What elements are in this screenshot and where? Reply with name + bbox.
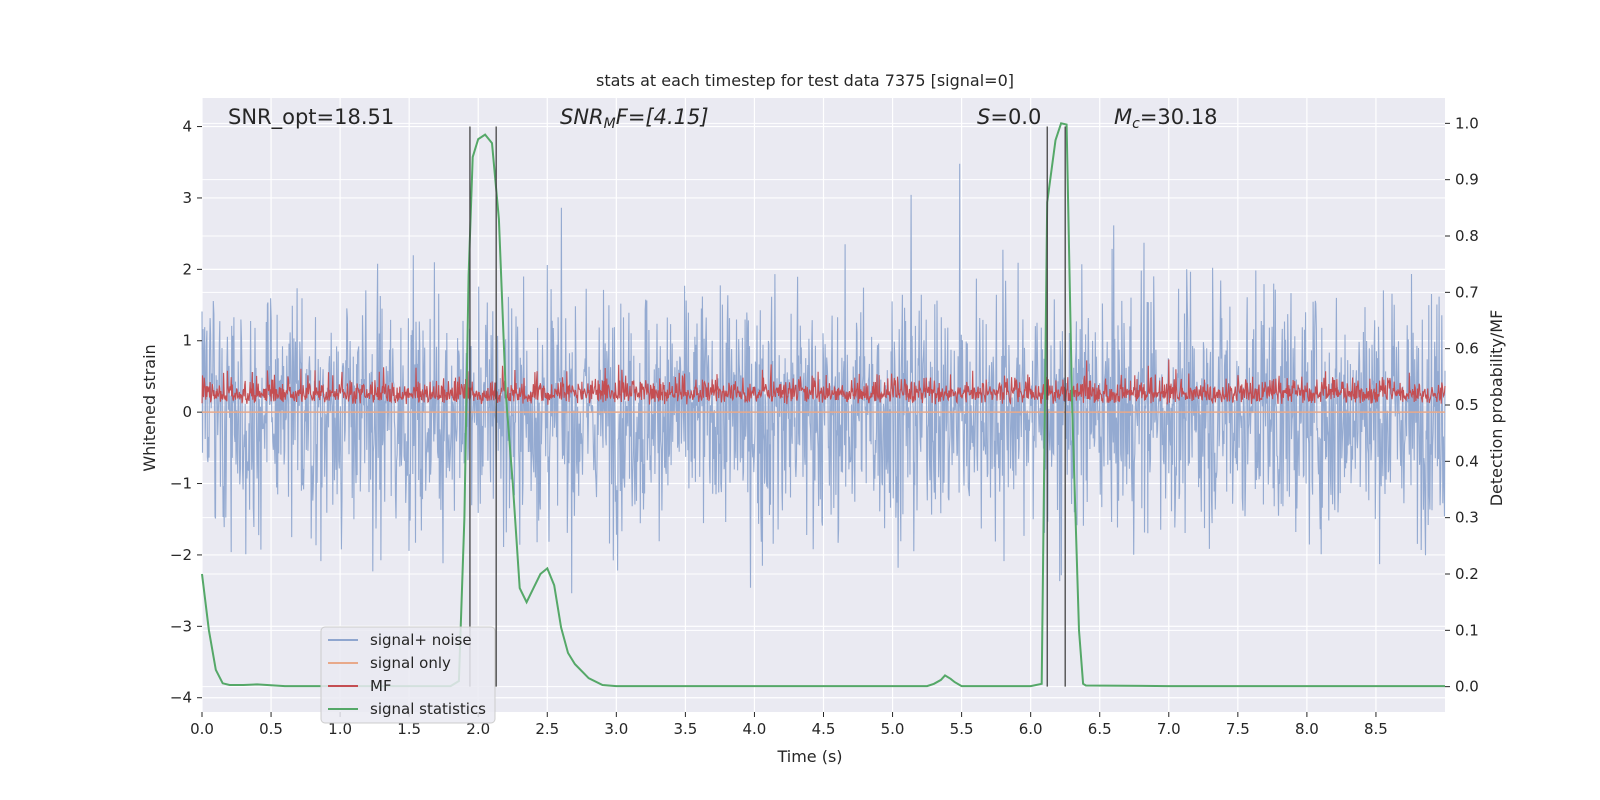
annotation-snr-opt: SNR_opt=18.51 (228, 105, 394, 130)
x-axis-label: Time (s) (776, 747, 842, 766)
y-tick-label-right: 1.0 (1455, 114, 1479, 132)
x-tick-label: 4.5 (812, 720, 836, 738)
y-tick-label-left: 3 (182, 189, 192, 207)
legend-label-signal-noise: signal+ noise (370, 631, 472, 649)
series-signal-noise (201, 163, 1446, 594)
y-tick-label-right: 0.6 (1455, 340, 1479, 358)
annotation-snr-mf: SNRMF=[4.15] (560, 105, 709, 132)
y-tick-label-right: 0.4 (1455, 452, 1479, 470)
y-tick-label-left: −1 (170, 475, 192, 493)
y-tick-label-left: 2 (182, 260, 192, 278)
y-tick-label-left: −4 (170, 689, 192, 707)
legend: signal+ noise signal only MF signal stat… (320, 626, 496, 724)
x-tick-label: 6.0 (1019, 720, 1043, 738)
annotation-s: S=0.0 (977, 105, 1041, 129)
x-tick-label: 5.0 (881, 720, 905, 738)
y-axis-label-right: Detection probability/MF (1487, 310, 1506, 507)
y-tick-label-right: 0.3 (1455, 509, 1479, 527)
x-tick-label: 6.5 (1088, 720, 1112, 738)
x-tick-label: 1.5 (397, 720, 421, 738)
x-tick-label: 8.0 (1295, 720, 1319, 738)
x-tick-label: 4.0 (743, 720, 767, 738)
legend-label-signal-only: signal only (370, 654, 451, 672)
y-tick-label-right: 0.0 (1455, 678, 1479, 696)
annotation-mc: Mc=30.18 (1114, 105, 1218, 132)
x-tick-label: 7.0 (1157, 720, 1181, 738)
y-tick-label-right: 0.7 (1455, 283, 1479, 301)
x-tick-label: 2.0 (466, 720, 490, 738)
y-tick-label-left: 4 (182, 118, 192, 136)
legend-label-mf: MF (370, 677, 392, 695)
y-tick-label-right: 0.2 (1455, 565, 1479, 583)
y-tick-label-left: −2 (170, 546, 192, 564)
chart-title: stats at each timestep for test data 737… (596, 71, 1014, 90)
y-axis-label-left: Whitened strain (140, 344, 159, 471)
y-tick-label-right: 0.8 (1455, 227, 1479, 245)
y-tick-label-right: 0.1 (1455, 621, 1479, 639)
x-tick-label: 0.0 (190, 720, 214, 738)
x-tick-label: 0.5 (259, 720, 283, 738)
y-tick-label-left: −3 (170, 617, 192, 635)
y-tick-label-left: 1 (182, 332, 192, 350)
y-tick-label-right: 0.5 (1455, 396, 1479, 414)
y-tick-label-left: 0 (182, 403, 192, 421)
x-tick-label: 3.5 (673, 720, 697, 738)
x-tick-label: 3.0 (604, 720, 628, 738)
legend-label-signal-statistics: signal statistics (370, 700, 486, 718)
y-tick-label-right: 0.9 (1455, 171, 1479, 189)
x-tick-label: 2.5 (535, 720, 559, 738)
x-tick-label: 8.5 (1364, 720, 1388, 738)
x-tick-label: 7.5 (1226, 720, 1250, 738)
x-tick-label: 5.5 (950, 720, 974, 738)
legend-box (320, 626, 496, 724)
x-tick-label: 1.0 (328, 720, 352, 738)
series-mf (201, 359, 1446, 405)
